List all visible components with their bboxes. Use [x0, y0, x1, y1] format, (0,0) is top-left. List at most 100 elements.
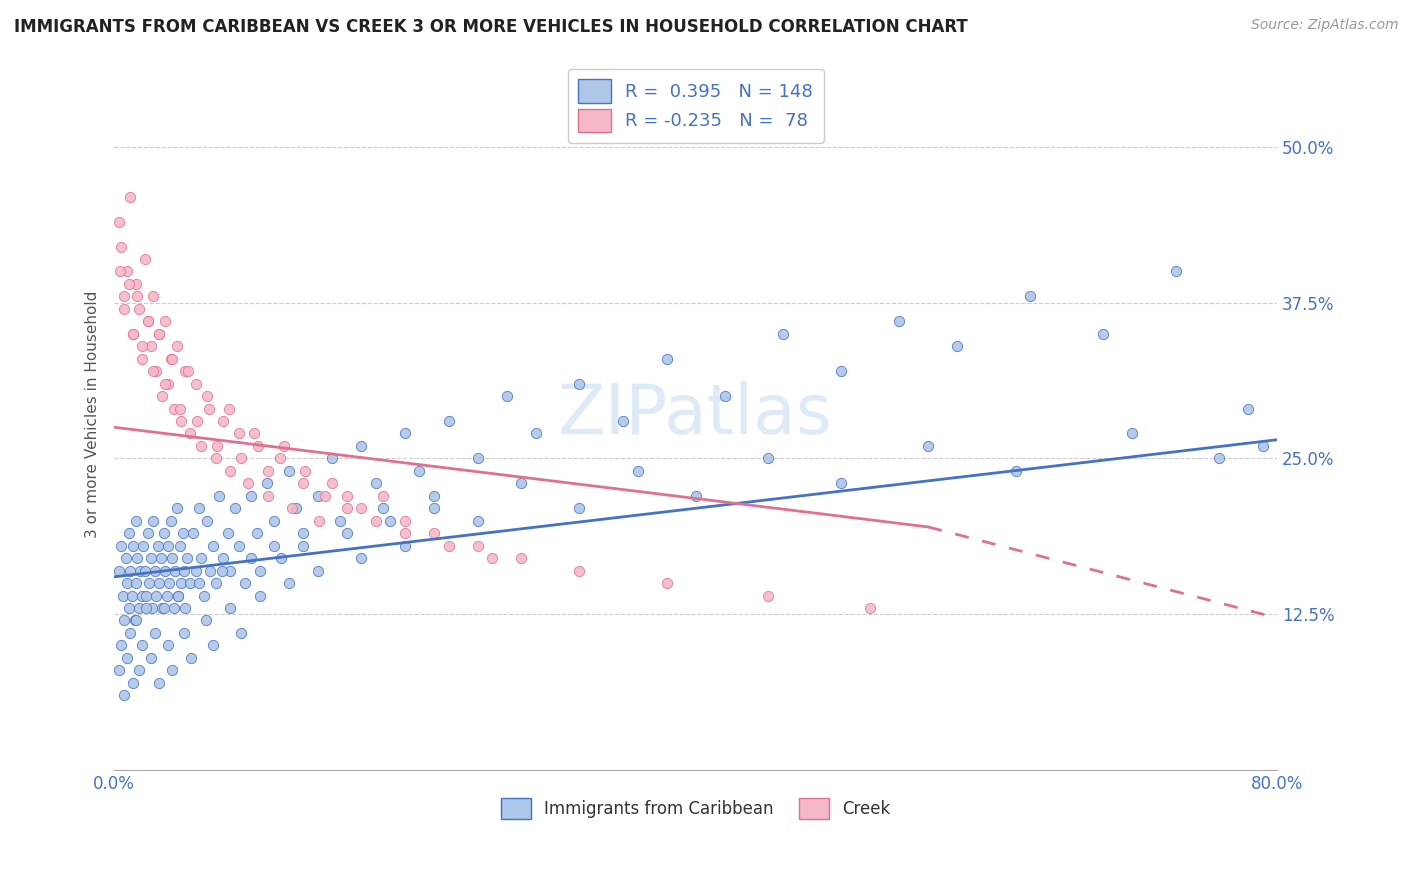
Point: [148, 326, 170, 341]
Point: [128, 301, 150, 316]
Point: [110, 639, 132, 653]
Point: [294, 464, 316, 478]
Point: [1251, 439, 1274, 453]
Point: [122, 326, 145, 341]
Point: [194, 614, 217, 628]
Point: [218, 401, 240, 416]
Point: [655, 576, 678, 591]
Point: [228, 539, 250, 553]
Point: [162, 551, 184, 566]
Point: [481, 551, 503, 566]
Point: [112, 301, 135, 316]
Point: [145, 589, 167, 603]
Point: [153, 564, 176, 578]
Point: [269, 451, 291, 466]
Point: [249, 589, 271, 603]
Point: [112, 614, 135, 628]
Point: [495, 389, 517, 403]
Point: [179, 426, 201, 441]
Text: IMMIGRANTS FROM CARIBBEAN VS CREEK 3 OR MORE VEHICLES IN HOUSEHOLD CORRELATION C: IMMIGRANTS FROM CARIBBEAN VS CREEK 3 OR …: [14, 18, 967, 36]
Point: [394, 426, 416, 441]
Point: [207, 439, 229, 453]
Point: [122, 675, 145, 690]
Point: [1091, 326, 1114, 341]
Point: [364, 476, 387, 491]
Point: [256, 476, 278, 491]
Point: [714, 389, 737, 403]
Point: [467, 514, 489, 528]
Point: [350, 551, 373, 566]
Point: [173, 626, 195, 640]
Point: [131, 339, 153, 353]
Point: [1019, 289, 1042, 303]
Point: [179, 576, 201, 591]
Point: [110, 539, 132, 553]
Point: [134, 564, 156, 578]
Point: [1237, 401, 1260, 416]
Point: [138, 576, 160, 591]
Point: [205, 576, 228, 591]
Point: [198, 564, 221, 578]
Point: [208, 489, 231, 503]
Point: [336, 526, 359, 541]
Point: [107, 564, 129, 578]
Point: [162, 663, 184, 677]
Point: [165, 564, 187, 578]
Point: [128, 663, 150, 677]
Point: [152, 601, 174, 615]
Point: [239, 489, 262, 503]
Point: [423, 489, 446, 503]
Point: [124, 614, 146, 628]
Point: [212, 551, 235, 566]
Point: [219, 564, 242, 578]
Point: [308, 514, 330, 528]
Point: [364, 514, 387, 528]
Point: [190, 551, 212, 566]
Point: [224, 501, 246, 516]
Legend: Immigrants from Caribbean, Creek: Immigrants from Caribbean, Creek: [495, 791, 897, 826]
Point: [249, 564, 271, 578]
Point: [184, 564, 207, 578]
Point: [114, 551, 136, 566]
Point: [125, 614, 148, 628]
Point: [148, 675, 170, 690]
Point: [830, 364, 852, 378]
Point: [181, 526, 204, 541]
Point: [859, 601, 882, 615]
Point: [131, 589, 153, 603]
Point: [423, 501, 446, 516]
Point: [136, 314, 159, 328]
Point: [568, 564, 591, 578]
Point: [150, 601, 173, 615]
Point: [108, 264, 131, 278]
Point: [134, 252, 156, 266]
Point: [229, 626, 252, 640]
Point: [202, 639, 225, 653]
Point: [159, 576, 181, 591]
Point: [142, 514, 165, 528]
Point: [118, 526, 141, 541]
Point: [156, 376, 179, 391]
Point: [169, 401, 191, 416]
Point: [228, 426, 250, 441]
Point: [143, 564, 166, 578]
Point: [152, 526, 174, 541]
Point: [408, 464, 430, 478]
Point: [139, 551, 162, 566]
Point: [280, 501, 302, 516]
Point: [120, 626, 142, 640]
Point: [107, 663, 129, 677]
Point: [127, 289, 149, 303]
Point: [212, 414, 235, 428]
Point: [139, 650, 162, 665]
Point: [946, 339, 969, 353]
Point: [1004, 464, 1026, 478]
Point: [174, 601, 197, 615]
Point: [128, 601, 150, 615]
Point: [160, 514, 183, 528]
Point: [142, 364, 165, 378]
Point: [136, 314, 159, 328]
Point: [524, 426, 547, 441]
Point: [655, 351, 678, 366]
Point: [141, 601, 163, 615]
